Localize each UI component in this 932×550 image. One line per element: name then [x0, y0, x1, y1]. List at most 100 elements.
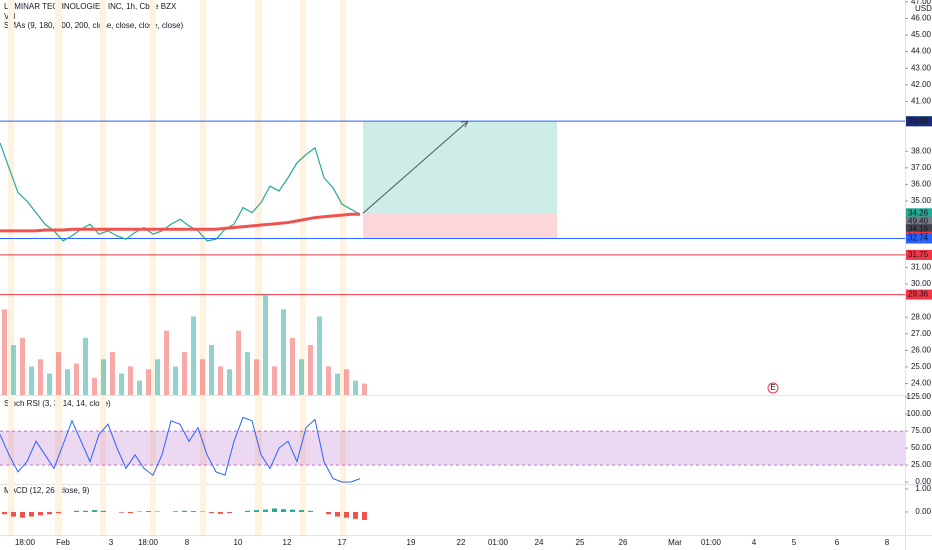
y-tick-label: 50.00: [911, 443, 932, 452]
volume-bar: [11, 345, 16, 395]
x-tick-label: 12: [283, 538, 292, 547]
macd-bar: [74, 510, 79, 512]
session-stripe: [150, 0, 156, 535]
volume-bar: [281, 309, 286, 395]
macd-bar: [353, 511, 358, 519]
macd-bar: [173, 511, 178, 512]
session-stripe: [8, 0, 14, 535]
price-tag-label: 49.40: [908, 217, 929, 226]
y-tick-label: 125.00: [907, 392, 932, 401]
stop-zone: [363, 213, 557, 239]
x-tick-label: 17: [338, 538, 347, 547]
macd-bar: [191, 511, 196, 512]
volume-bar: [29, 366, 34, 395]
volume-bar: [254, 359, 259, 395]
volume-bar: [65, 369, 70, 395]
volume-bar: [92, 377, 97, 395]
volume-bar: [227, 369, 232, 395]
y-tick-label: 47.00: [911, 0, 932, 6]
volume-bar: [182, 352, 187, 395]
volume-bar: [263, 295, 268, 395]
macd-bar: [182, 510, 187, 512]
macd-bar: [326, 511, 331, 515]
projection-arrow: [362, 120, 469, 214]
y-tick-label: 30.00: [911, 279, 932, 288]
y-tick-label: 0.00: [915, 507, 931, 516]
chart-title: LUMINAR TECHNOLOGIES INC, 1h, Cboe BZX: [4, 2, 177, 11]
price-tag-label: 29.36: [908, 290, 929, 299]
macd-bar: [38, 511, 43, 516]
macd-bar: [2, 511, 7, 515]
volume-bar: [173, 366, 178, 395]
macd-bar: [29, 511, 34, 517]
event-label: E: [770, 383, 775, 392]
y-tick-label: 26.00: [911, 345, 932, 354]
macd-bar: [20, 511, 25, 518]
price-tag-label: 39.80: [908, 116, 929, 125]
volume-bar: [344, 369, 349, 395]
x-tick-label: 24: [535, 538, 544, 547]
volume-bar: [128, 366, 133, 395]
macd-bar: [272, 508, 277, 512]
y-tick-label: 46.00: [911, 14, 932, 23]
sma-label: SMAs (9, 180, 100, 200, close, close, cl…: [4, 21, 184, 30]
macd-bar: [335, 511, 340, 517]
y-tick-label: 24.00: [911, 379, 932, 388]
y-tick-label: 45.00: [911, 30, 932, 39]
macd-bar: [245, 510, 250, 512]
y-tick-label: 36.00: [911, 179, 932, 188]
volume-bar: [200, 359, 205, 395]
series-line: [0, 212, 360, 233]
session-stripe: [255, 0, 262, 535]
stoch-band: [0, 431, 905, 466]
volume-bar: [164, 330, 169, 395]
macd-bar: [146, 511, 151, 512]
macd-bar: [299, 510, 304, 512]
y-tick-label: 43.00: [911, 63, 932, 72]
y-tick-label: 41.00: [911, 97, 932, 106]
price-tag-label: 31.75: [908, 250, 929, 259]
x-tick-label: Mar: [668, 538, 682, 547]
volume-bar: [191, 316, 196, 395]
macd-bar: [56, 511, 61, 514]
volume-bar: [38, 359, 43, 395]
y-tick-label: 28.00: [911, 312, 932, 321]
macd-bar: [47, 511, 52, 515]
y-tick-label: 37.00: [911, 163, 932, 172]
y-tick-label: 31.00: [911, 262, 932, 271]
volume-bar: [146, 369, 151, 395]
x-tick-label: 19: [407, 538, 416, 547]
session-stripe: [340, 0, 346, 535]
volume-bar: [353, 380, 358, 395]
price-tag: [906, 233, 932, 244]
volume-bar: [56, 352, 61, 395]
price-tag: [906, 208, 932, 219]
volume-bar: [2, 309, 7, 395]
price-tag-label: 34.26: [908, 208, 929, 217]
volume-bar: [47, 373, 52, 395]
macd-bar: [263, 509, 268, 512]
session-stripe: [200, 0, 206, 535]
target-zone: [363, 121, 557, 214]
volume-bar: [110, 352, 115, 395]
price-tag: [906, 116, 932, 127]
macd-bar: [11, 511, 16, 517]
macd-bar: [362, 511, 367, 521]
y-tick-label: 25.00: [911, 460, 932, 469]
macd-bar: [290, 509, 295, 512]
currency: USD: [915, 4, 932, 13]
price-tag-label: 32.74: [908, 234, 929, 243]
volume-bar: [119, 373, 124, 395]
macd-bar: [344, 511, 349, 518]
volume-bar: [155, 359, 160, 395]
x-tick-label: 3: [109, 538, 114, 547]
x-tick-label: 18:00: [15, 538, 36, 547]
y-tick-label: 35.00: [911, 196, 932, 205]
x-tick-label: 4: [752, 538, 757, 547]
y-tick-label: 44.00: [911, 47, 932, 56]
y-tick-label: 0.00: [915, 477, 931, 486]
macd-bar: [209, 511, 214, 514]
stoch-line: [0, 416, 361, 483]
price-tag: [906, 249, 932, 260]
